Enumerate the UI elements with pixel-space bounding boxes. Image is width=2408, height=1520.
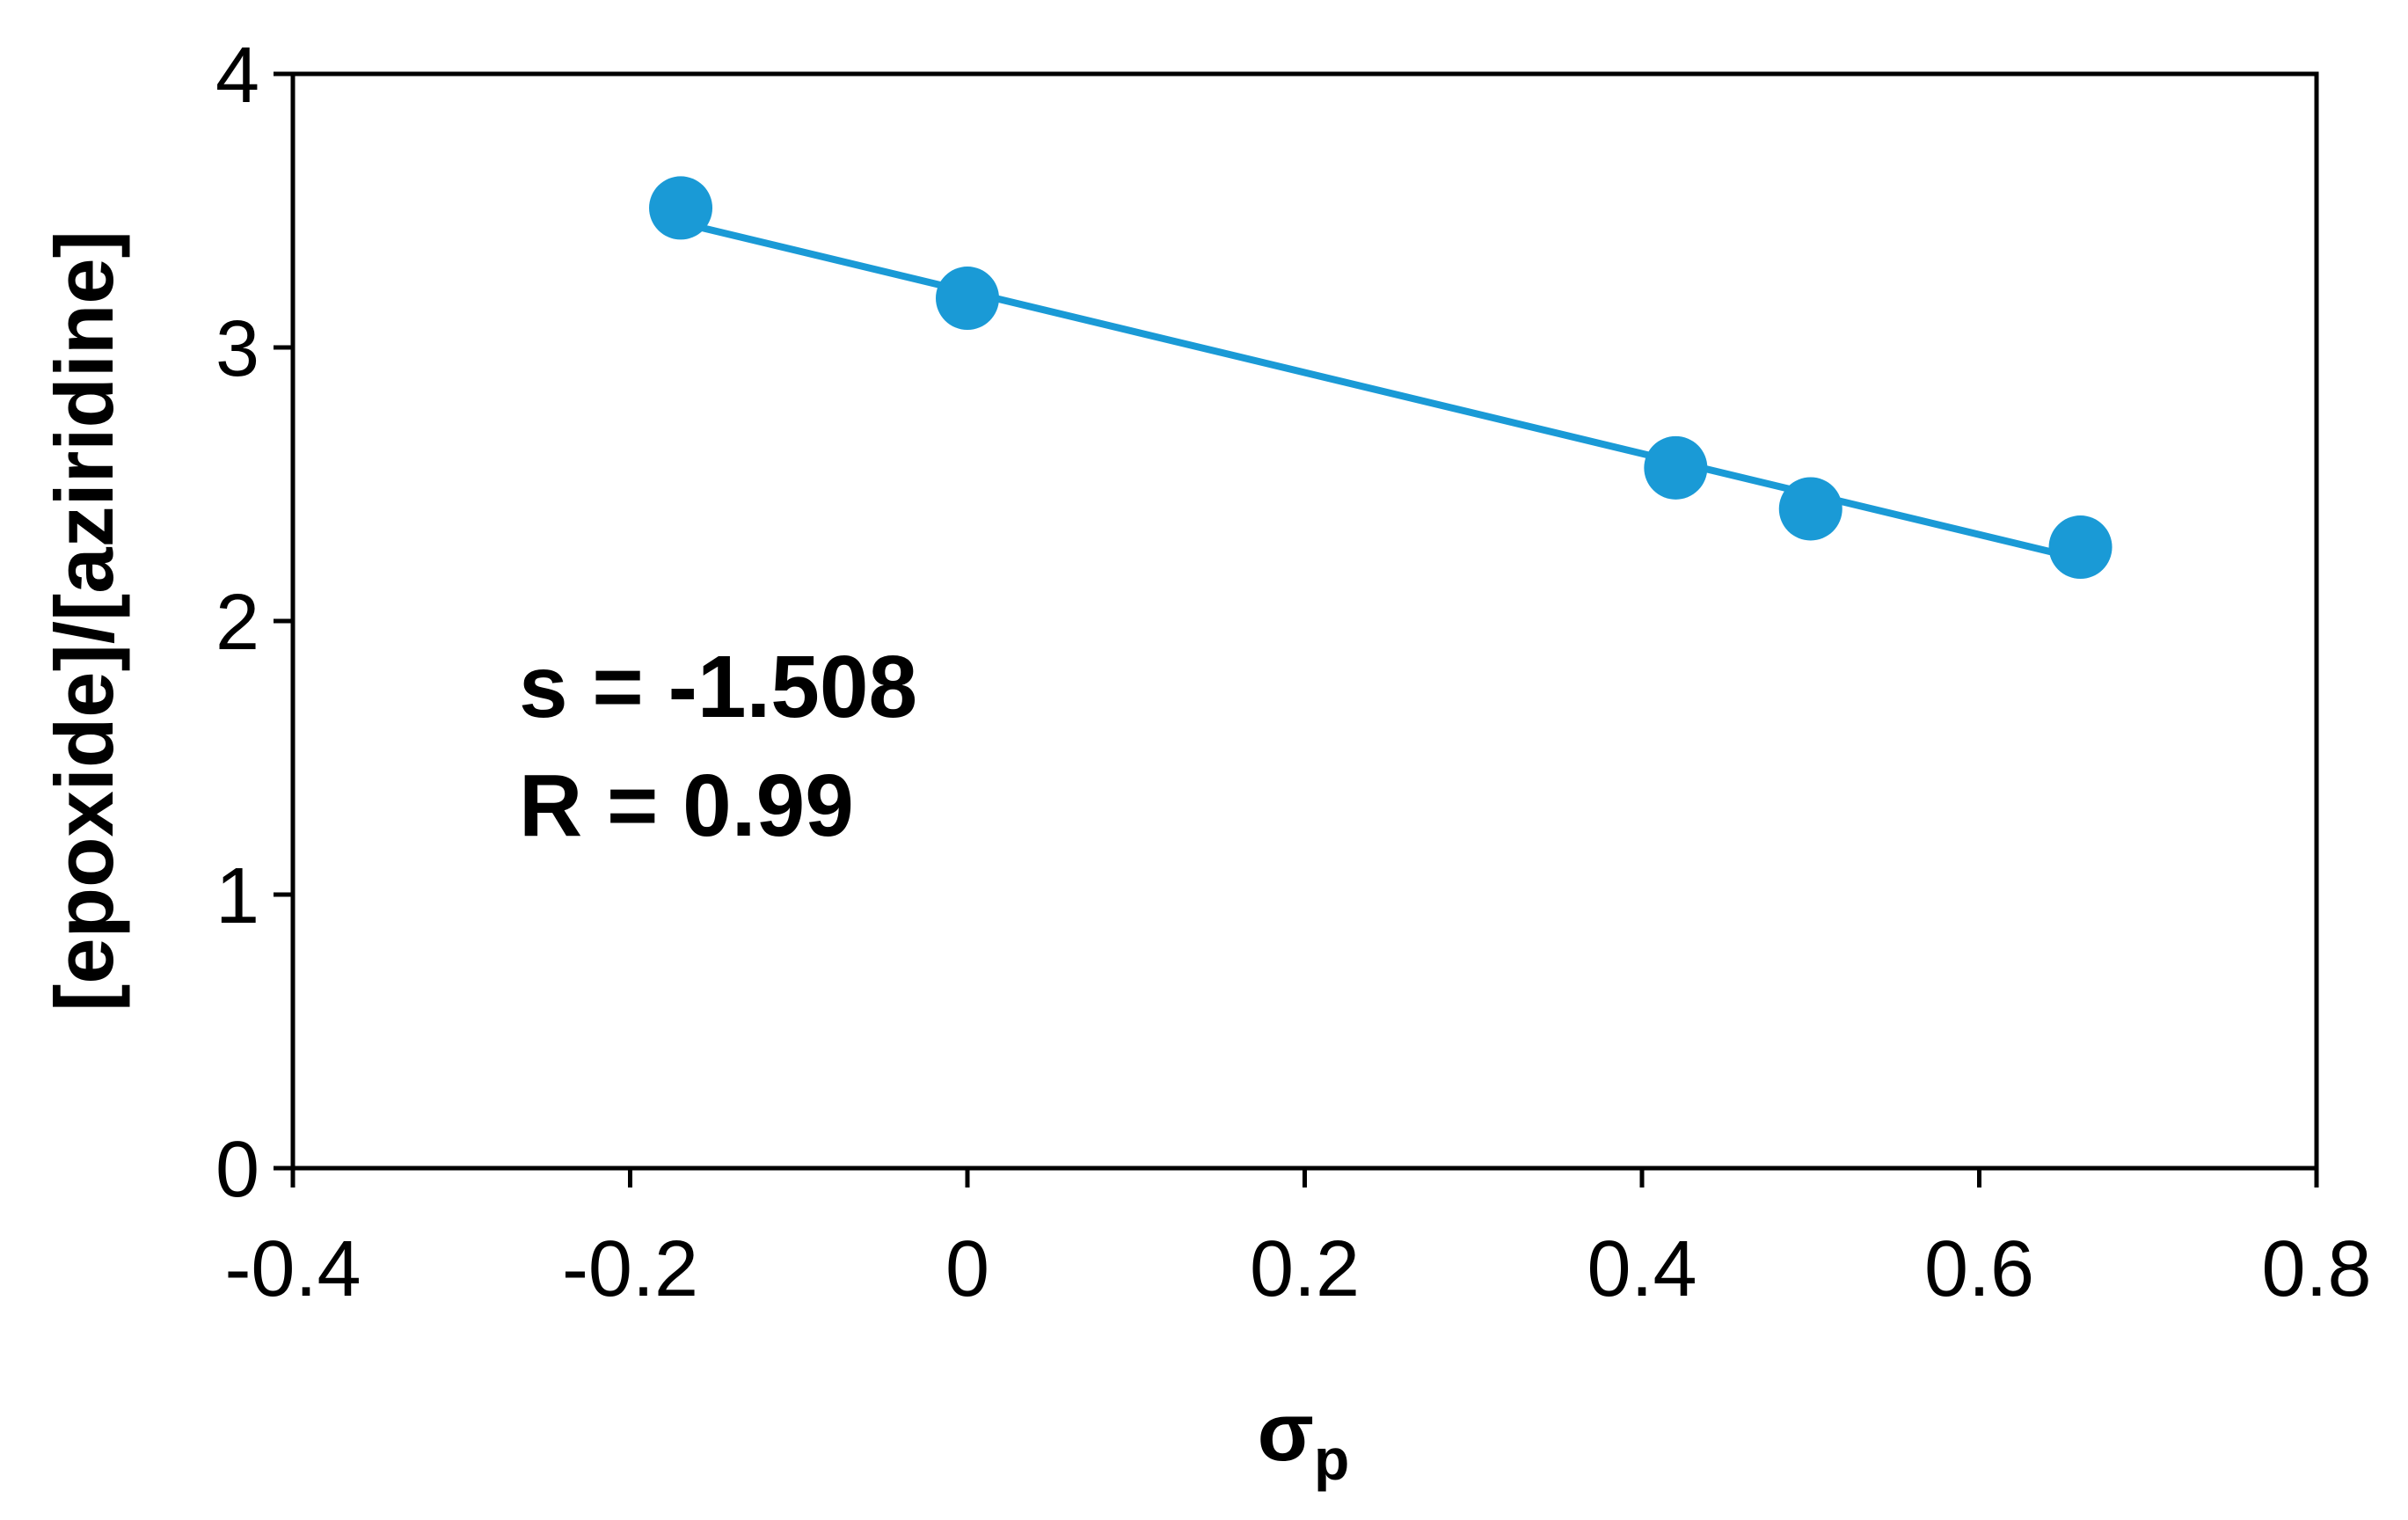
annotation-r: R = 0.99 xyxy=(519,756,854,855)
data-point xyxy=(649,176,713,240)
x-axis-ticks: -0.4 -0.2 0 0.2 0.4 0.6 0.8 xyxy=(224,1168,2372,1313)
y-tick-label: 2 xyxy=(215,579,259,667)
x-tick-label: 0.2 xyxy=(1250,1225,1360,1313)
fit-line xyxy=(680,219,2082,563)
annotation-slope: s = -1.508 xyxy=(519,638,917,736)
x-tick-label: -0.2 xyxy=(562,1225,698,1313)
y-tick-label: 1 xyxy=(215,852,259,940)
x-tick-label: -0.4 xyxy=(224,1225,361,1313)
x-tick-label: 0 xyxy=(945,1225,989,1313)
fit-line-group xyxy=(680,219,2082,563)
data-point xyxy=(1644,435,1708,500)
x-tick-label: 0.6 xyxy=(1924,1225,2034,1313)
y-tick-label: 3 xyxy=(215,305,259,393)
y-tick-label: 4 xyxy=(215,32,259,120)
plot-area-frame xyxy=(290,71,2319,1171)
x-axis-title: σp xyxy=(1258,1385,1350,1492)
y-axis-title: [epoxide]/[aziridine] xyxy=(38,230,130,1012)
x-axis-title-main: σ xyxy=(1258,1385,1314,1478)
x-tick-label: 0.4 xyxy=(1587,1225,1697,1313)
data-point xyxy=(936,267,999,331)
y-axis-ticks: 0 1 2 3 4 xyxy=(215,32,293,1214)
x-tick-label: 0.8 xyxy=(2261,1225,2371,1313)
y-tick-label: 0 xyxy=(215,1126,259,1214)
data-point xyxy=(2048,515,2112,580)
x-axis-title-subscript: p xyxy=(1314,1427,1349,1492)
data-point xyxy=(1778,477,1842,541)
data-points xyxy=(649,176,2112,580)
